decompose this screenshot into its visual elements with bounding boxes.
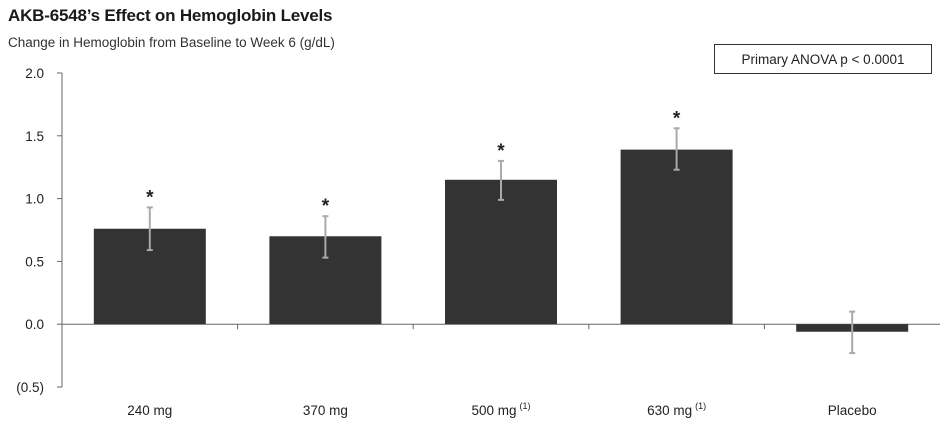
chart-subtitle: Change in Hemoglobin from Baseline to We… [8,35,335,50]
y-tick-label: 0.5 [25,254,44,269]
bar [445,179,557,325]
significance-marker: * [322,196,330,217]
bar [620,149,733,325]
chart-labels: 2.0 1.5 1.0 0.5 0.0 (0.5) * 240 mg * 370 mg * 500 m… [16,66,876,418]
significance-marker: * [673,108,681,129]
anova-annotation-box: Primary ANOVA p < 0.0001 [714,44,932,74]
x-category-label: 630 mg (1) [647,401,706,418]
x-category-label: Placebo [828,403,877,418]
x-category-label: 500 mg (1) [471,401,530,418]
anova-annotation-text: Primary ANOVA p < 0.0001 [741,51,905,67]
x-category-label: 370 mg [303,403,348,418]
chart-bars [93,127,909,355]
chart-title: AKB-6548’s Effect on Hemoglobin Levels [8,6,333,25]
y-tick-label: 0.0 [25,317,44,332]
y-tick-label: 2.0 [25,66,44,81]
significance-marker: * [146,187,154,208]
y-tick-label: 1.5 [25,129,44,144]
y-tick-label: (0.5) [16,380,44,395]
y-tick-label: 1.0 [25,192,44,207]
x-category-label: 240 mg [127,403,172,418]
significance-marker: * [497,141,505,162]
